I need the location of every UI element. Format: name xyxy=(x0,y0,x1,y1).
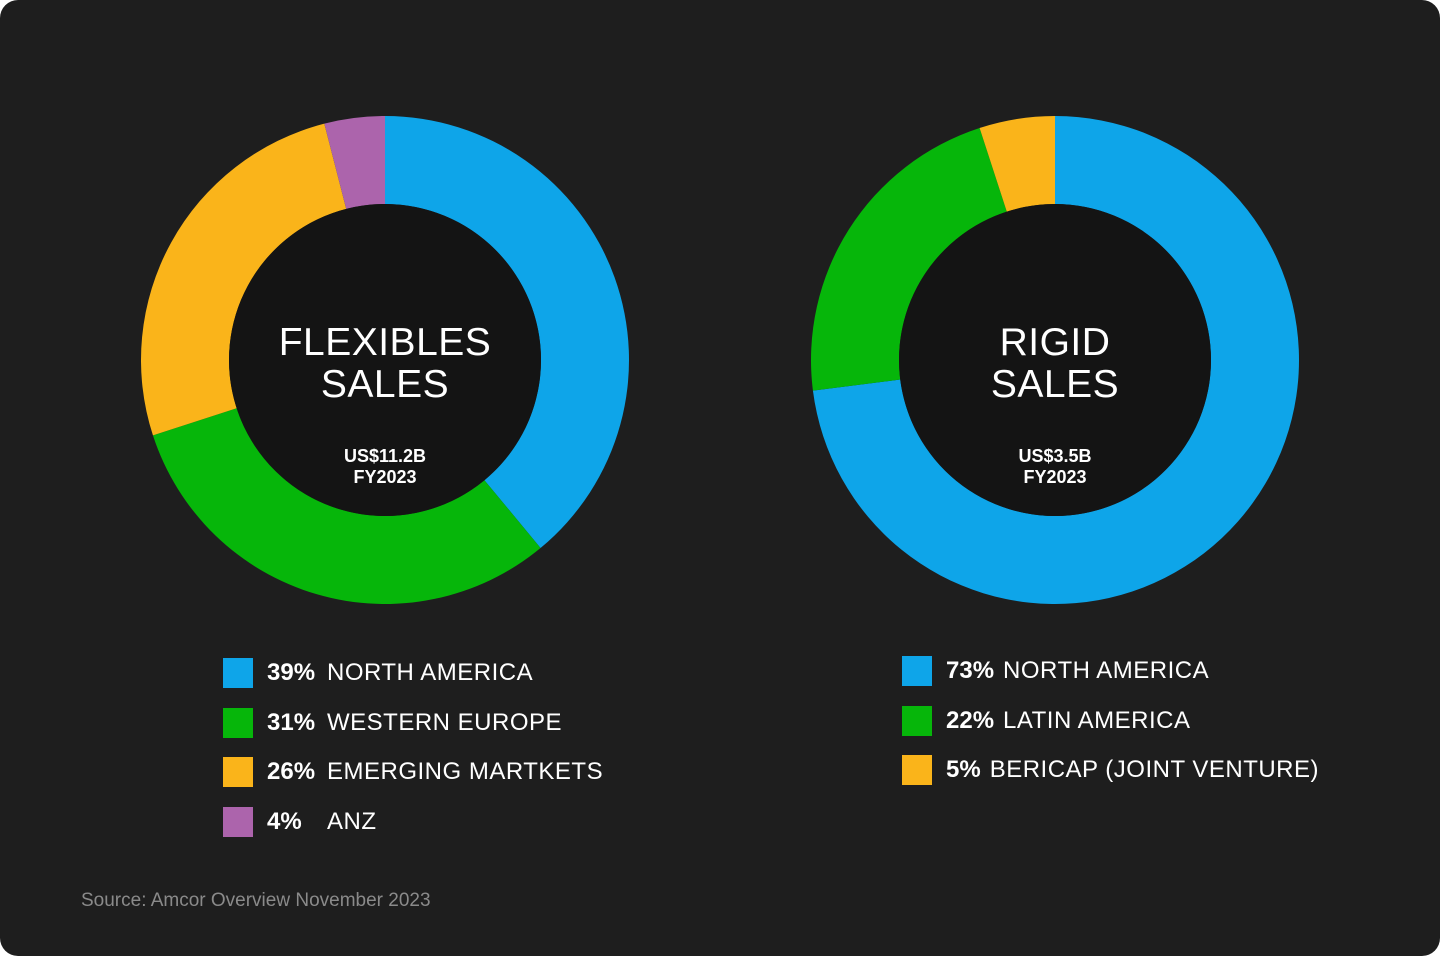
legend-label: EMERGING MARTKETS xyxy=(327,758,604,785)
donut-slice-bericap-joint-venture xyxy=(979,116,1055,212)
donut-slice-north-america xyxy=(812,116,1299,604)
legend-swatch xyxy=(902,705,932,736)
legend-item: 39% NORTH AMERICA xyxy=(223,658,603,688)
source-note: Source: Amcor Overview November 2023 xyxy=(81,890,431,911)
flexibles-title-line2: SALES xyxy=(320,363,450,406)
flexibles-legend: 39% NORTH AMERICA 31% WESTERN EUROPE 26%… xyxy=(223,658,603,856)
rigid-title-line2: SALES xyxy=(990,363,1120,406)
legend-label: ANZ xyxy=(327,807,377,835)
legend-item: 31% WESTERN EUROPE xyxy=(223,707,603,738)
legend-percent: 31% xyxy=(267,708,316,736)
donut-slice-latin-america xyxy=(811,127,1007,391)
legend-percent: 26% xyxy=(267,758,316,785)
legend-percent: 22% xyxy=(946,706,995,734)
legend-label: WESTERN EUROPE xyxy=(327,708,563,736)
rigid-period: FY2023 xyxy=(1023,467,1087,487)
legend-percent: 4% xyxy=(267,807,302,835)
legend-percent: 73% xyxy=(946,657,995,684)
rigid-value: US$3.5B xyxy=(1018,446,1092,466)
legend-item: 73% NORTH AMERICA xyxy=(902,656,1319,686)
legend-label: NORTH AMERICA xyxy=(1003,657,1210,684)
legend-percent: 5% xyxy=(946,756,981,783)
legend-item: 26% EMERGING MARTKETS xyxy=(223,757,603,787)
donut-hole xyxy=(899,204,1211,516)
legend-swatch xyxy=(223,658,253,688)
legend-swatch xyxy=(902,755,932,785)
flexibles-period: FY2023 xyxy=(353,467,417,487)
donut-slice-western-europe xyxy=(152,408,541,604)
donut-hole xyxy=(229,204,541,516)
legend-item: 5% BERICAP (JOINT VENTURE) xyxy=(902,755,1319,785)
donut-slice-emerging-martkets xyxy=(140,123,347,436)
legend-swatch xyxy=(902,656,932,686)
legend-label: BERICAP (JOINT VENTURE) xyxy=(989,756,1320,783)
legend-swatch xyxy=(223,707,253,738)
legend-percent: 39% xyxy=(267,659,316,686)
rigid-title-line1: RIGID xyxy=(999,321,1111,364)
rigid-center-label: RIGID SALES US$3.5B FY2023 xyxy=(899,322,1211,488)
legend-label: NORTH AMERICA xyxy=(327,659,534,686)
donut-slice-anz xyxy=(324,116,385,209)
flexibles-title-line1: FLEXIBLES xyxy=(278,321,492,364)
legend-label: LATIN AMERICA xyxy=(1003,706,1191,734)
legend-swatch xyxy=(223,757,253,787)
flexibles-center-label: FLEXIBLES SALES US$11.2B FY2023 xyxy=(229,322,541,488)
flexibles-value: US$11.2B xyxy=(343,446,427,466)
legend-swatch xyxy=(223,806,253,837)
rigid-legend: 73% NORTH AMERICA 22% LATIN AMERICA 5% B… xyxy=(902,656,1319,805)
legend-item: 22% LATIN AMERICA xyxy=(902,705,1319,736)
legend-item: 4% ANZ xyxy=(223,806,603,837)
donut-slice-north-america xyxy=(385,116,629,549)
